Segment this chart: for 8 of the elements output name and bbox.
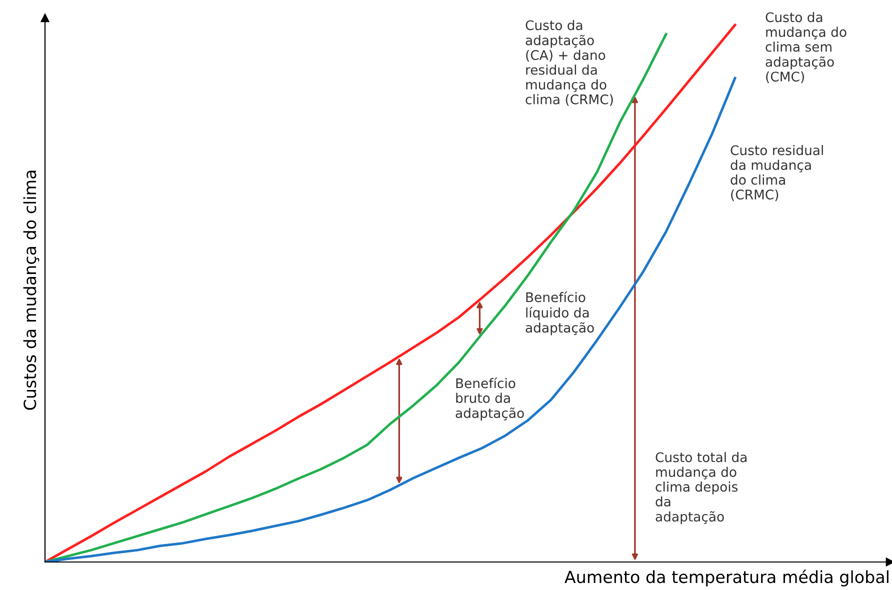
series-label: Custo residual da mudança do clima (CRMC) <box>730 145 823 202</box>
x-axis-title: Aumento da temperatura média global <box>564 570 888 586</box>
annotation: Benefício bruto da adaptação <box>456 377 524 421</box>
annotation: Benefício líquido da adaptação <box>526 291 594 336</box>
annotation: Custo total da mudança do clima depois da adaptação <box>656 452 747 524</box>
text: Custo da mudança do clima sem adaptação (CMC) <box>766 12 846 84</box>
y-axis-title: Custos da mudança do clima <box>23 170 40 410</box>
series-label: Custo da adaptação (CA) + dano residual da mudança do clima (CRMC) <box>526 20 613 106</box>
